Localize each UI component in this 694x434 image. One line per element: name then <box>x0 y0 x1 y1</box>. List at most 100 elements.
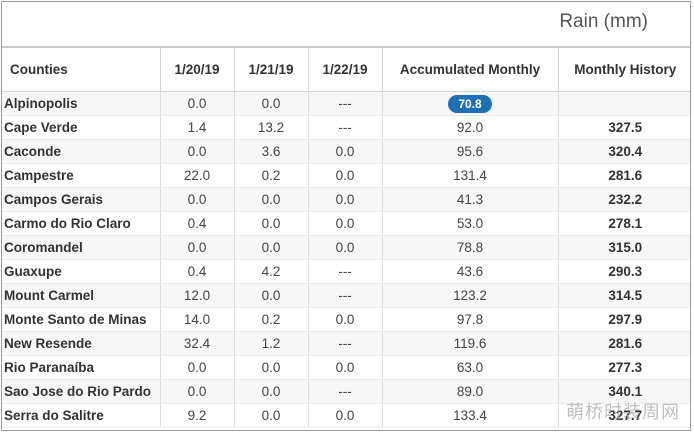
rain-cell-date-3: --- <box>308 331 383 356</box>
rainfall-table: Counties 1/20/19 1/21/19 1/22/19 Accumul… <box>2 48 690 428</box>
rain-cell-date-3: 0.0 <box>308 187 383 212</box>
rain-cell-date-2: 1.2 <box>234 331 309 356</box>
history-cell: 315.0 <box>558 235 690 260</box>
accumulated-cell: 43.6 <box>382 259 559 284</box>
rain-cell-date-2: 0.0 <box>234 355 309 380</box>
rain-cell-date-2: 0.2 <box>234 307 309 332</box>
history-cell: 327.7 <box>558 403 690 428</box>
col-header-date-2[interactable]: 1/21/19 <box>234 48 309 92</box>
rain-cell-date-1: 12.0 <box>160 283 235 308</box>
rain-cell-date-2: 0.0 <box>234 283 309 308</box>
col-header-accumulated[interactable]: Accumulated Monthly <box>382 48 559 92</box>
rain-cell-date-3: --- <box>308 115 383 140</box>
county-cell: Caconde <box>2 139 161 164</box>
watermark: 萌桥时装周网 <box>566 402 680 423</box>
rain-cell-date-1: 0.0 <box>160 355 235 380</box>
table-row: Mount Carmel 12.0 0.0 --- 123.2 314.5 <box>2 283 690 308</box>
history-cell <box>558 91 690 116</box>
rain-cell-date-1: 0.0 <box>160 235 235 260</box>
history-cell: 290.3 <box>558 259 690 284</box>
county-cell: Campestre <box>2 163 161 188</box>
accumulated-cell: 95.6 <box>382 139 559 164</box>
county-cell: Sao Jose do Rio Pardo <box>2 379 161 404</box>
rain-title: Rain (mm) <box>559 11 648 32</box>
accumulated-cell: 63.0 <box>382 355 559 380</box>
table-row: Sao Jose do Rio Pardo 0.0 0.0 --- 89.0 340.1 <box>2 379 690 404</box>
table-row: Campos Gerais 0.0 0.0 0.0 41.3 232.2 <box>2 187 690 212</box>
table-row: Coromandel 0.0 0.0 0.0 78.8 315.0 <box>2 235 690 260</box>
history-cell: 278.1 <box>558 211 690 236</box>
table-row: Caconde 0.0 3.6 0.0 95.6 320.4 <box>2 139 690 164</box>
rain-cell-date-3: --- <box>308 259 383 284</box>
table-body: Alpinopolis 0.0 0.0 --- 70.8 Cape Verde 1.4 13.… <box>2 91 690 428</box>
rain-cell-date-3: --- <box>308 91 383 116</box>
rain-cell-date-3: --- <box>308 379 383 404</box>
history-cell: 314.5 <box>558 283 690 308</box>
rain-cell-date-3: 0.0 <box>308 403 383 428</box>
history-cell: 340.1 <box>558 379 690 404</box>
county-cell: Monte Santo de Minas <box>2 307 161 332</box>
rain-cell-date-1: 14.0 <box>160 307 235 332</box>
accumulated-cell: 119.6 <box>382 331 559 356</box>
rain-cell-date-1: 0.0 <box>160 187 235 212</box>
county-cell: Cape Verde <box>2 115 161 140</box>
rain-cell-date-2: 0.0 <box>234 187 309 212</box>
table-row: Serra do Salitre 9.2 0.0 0.0 133.4 327.7 <box>2 403 690 428</box>
county-cell: Serra do Salitre <box>2 403 161 428</box>
table-row: Guaxupe 0.4 4.2 --- 43.6 290.3 <box>2 259 690 284</box>
county-cell: Guaxupe <box>2 259 161 284</box>
rain-cell-date-3: --- <box>308 283 383 308</box>
rain-cell-date-1: 22.0 <box>160 163 235 188</box>
table-row: Cape Verde 1.4 13.2 --- 92.0 327.5 <box>2 115 690 140</box>
rain-cell-date-1: 0.0 <box>160 379 235 404</box>
header-divider <box>2 46 690 48</box>
rain-cell-date-1: 1.4 <box>160 115 235 140</box>
county-cell: Coromandel <box>2 235 161 260</box>
col-header-date-3[interactable]: 1/22/19 <box>308 48 383 92</box>
accumulated-cell: 92.0 <box>382 115 559 140</box>
rain-cell-date-1: 32.4 <box>160 331 235 356</box>
accumulated-cell: 97.8 <box>382 307 559 332</box>
rain-cell-date-3: 0.0 <box>308 139 383 164</box>
rain-cell-date-2: 0.0 <box>234 235 309 260</box>
col-header-date-1[interactable]: 1/20/19 <box>160 48 235 92</box>
history-cell: 281.6 <box>558 163 690 188</box>
county-cell: Alpinopolis <box>2 91 161 116</box>
history-cell: 327.5 <box>558 115 690 140</box>
accumulated-cell: 70.8 <box>382 91 559 116</box>
history-cell: 297.9 <box>558 307 690 332</box>
rain-cell-date-1: 0.4 <box>160 259 235 284</box>
accumulated-cell: 133.4 <box>382 403 559 428</box>
accumulated-cell: 123.2 <box>382 283 559 308</box>
history-cell: 232.2 <box>558 187 690 212</box>
rain-cell-date-2: 0.0 <box>234 211 309 236</box>
county-cell: Carmo do Rio Claro <box>2 211 161 236</box>
rain-cell-date-3: 0.0 <box>308 235 383 260</box>
rain-cell-date-3: 0.0 <box>308 355 383 380</box>
county-cell: Rio Paranaíba <box>2 355 161 380</box>
col-header-history[interactable]: Monthly History <box>558 48 690 92</box>
county-cell: New Resende <box>2 331 161 356</box>
rain-cell-date-2: 0.0 <box>234 91 309 116</box>
rain-cell-date-2: 0.2 <box>234 163 309 188</box>
rain-cell-date-2: 13.2 <box>234 115 309 140</box>
table-row: Monte Santo de Minas 14.0 0.2 0.0 97.8 297.9 <box>2 307 690 332</box>
accumulated-cell: 53.0 <box>382 211 559 236</box>
rain-cell-date-3: 0.0 <box>308 307 383 332</box>
accumulated-cell: 89.0 <box>382 379 559 404</box>
accumulated-cell: 131.4 <box>382 163 559 188</box>
accumulated-cell: 41.3 <box>382 187 559 212</box>
history-cell: 277.3 <box>558 355 690 380</box>
rain-cell-date-1: 0.4 <box>160 211 235 236</box>
rain-cell-date-1: 0.0 <box>160 139 235 164</box>
highlight-badge[interactable]: 70.8 <box>448 94 492 113</box>
history-cell: 320.4 <box>558 139 690 164</box>
rain-cell-date-1: 0.0 <box>160 91 235 116</box>
accumulated-cell: 78.8 <box>382 235 559 260</box>
rain-cell-date-3: 0.0 <box>308 163 383 188</box>
rain-cell-date-2: 0.0 <box>234 379 309 404</box>
rain-cell-date-2: 0.0 <box>234 403 309 428</box>
table-header-row: Counties 1/20/19 1/21/19 1/22/19 Accumul… <box>2 48 690 92</box>
col-header-counties[interactable]: Counties <box>2 48 161 92</box>
